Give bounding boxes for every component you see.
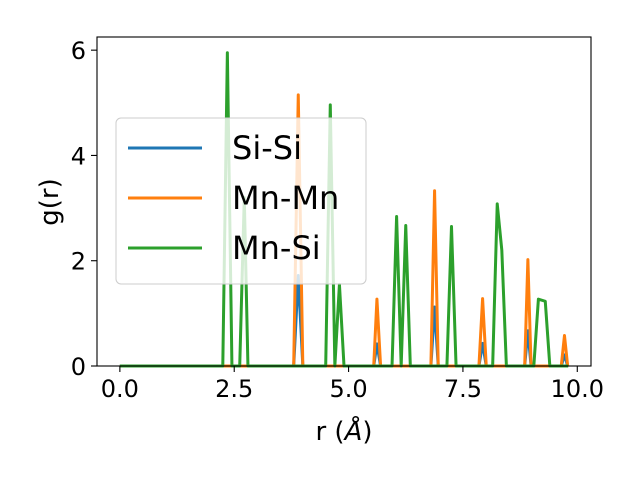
y-tick-label: 6 [71, 37, 86, 65]
legend: Si-Si Mn-Mn Mn-Si [115, 117, 367, 285]
legend-label-si-si: Si-Si [232, 129, 302, 167]
x-axis: 0.0 2.5 5.0 7.5 10.0 [101, 366, 604, 403]
y-tick-label: 2 [71, 248, 86, 276]
y-tick-label: 4 [71, 142, 86, 170]
x-tick-label: 5.0 [329, 375, 367, 403]
legend-label-mn-mn: Mn-Mn [232, 179, 339, 217]
y-axis-label: g(r) [35, 178, 65, 225]
x-tick-label: 10.0 [551, 375, 604, 403]
x-axis-label: r (Å) [315, 415, 372, 447]
legend-label-mn-si: Mn-Si [232, 229, 321, 267]
x-tick-label: 2.5 [215, 375, 253, 403]
legend-box [115, 117, 367, 285]
y-axis: 0 2 4 6 [71, 37, 97, 381]
axes-frame [96, 36, 592, 367]
x-tick-label: 0.0 [101, 375, 139, 403]
y-tick-label: 0 [71, 353, 86, 381]
x-tick-label: 7.5 [444, 375, 482, 403]
